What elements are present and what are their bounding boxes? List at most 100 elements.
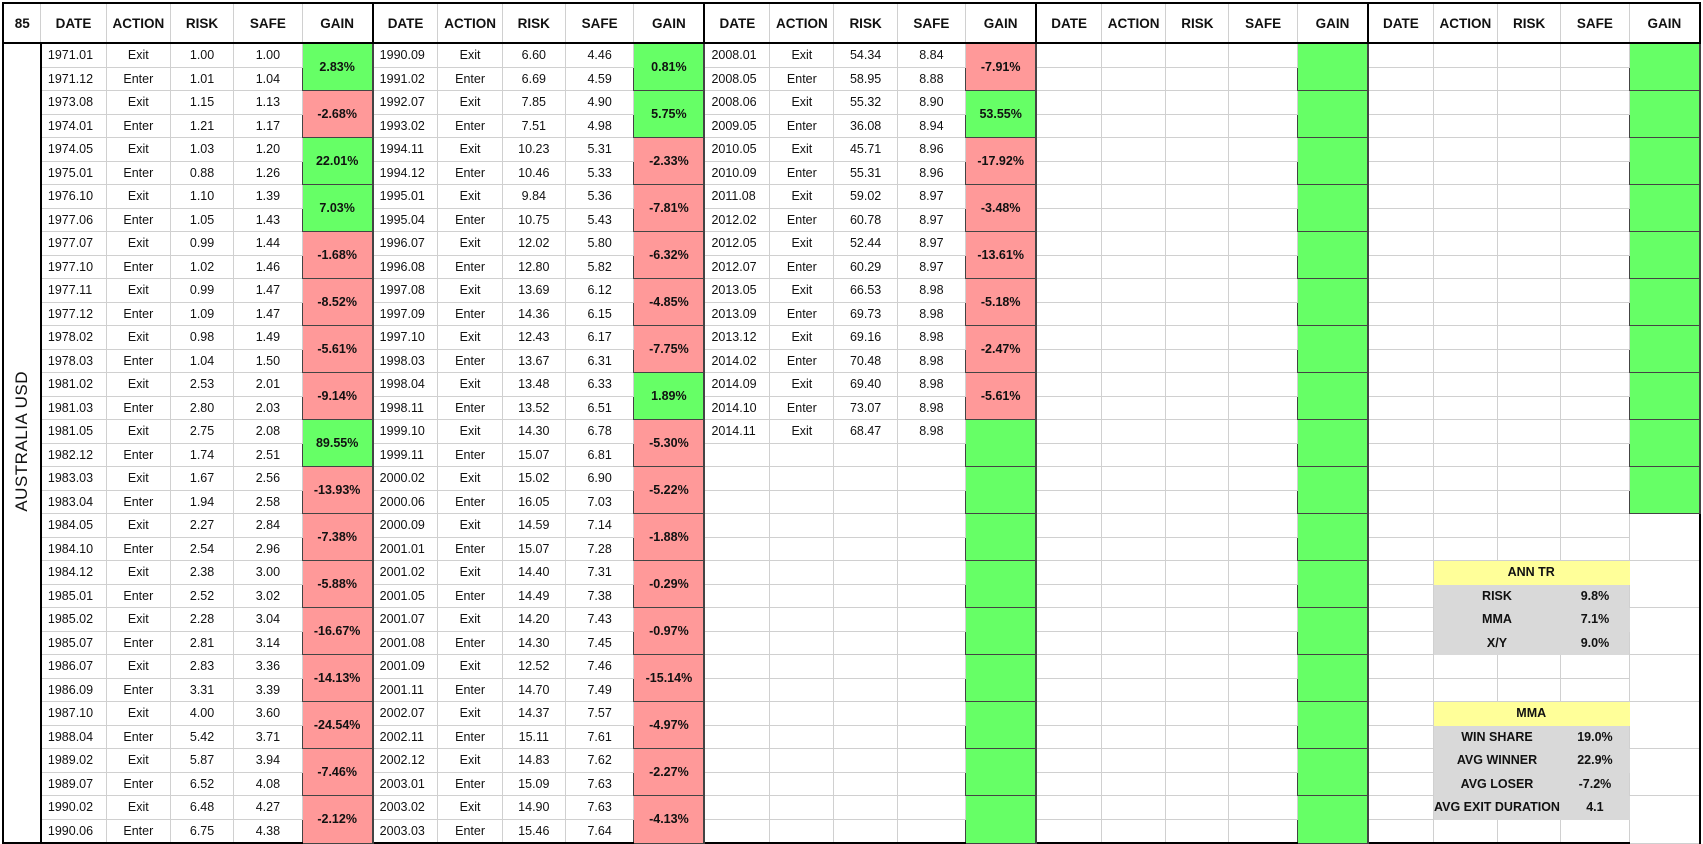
risk-cell: 58.95 (833, 66, 898, 91)
date-cell (1367, 254, 1434, 279)
date-cell: 2010.05 (703, 137, 771, 162)
risk-cell: 13.52 (501, 395, 566, 420)
gain-cell (1628, 90, 1701, 138)
risk-cell: 12.02 (501, 231, 566, 256)
action-cell: Exit (437, 701, 503, 726)
date-cell: 2003.01 (372, 771, 439, 796)
risk-cell: 14.30 (501, 630, 566, 655)
action-cell (769, 630, 835, 655)
table-row: 1989.07 Enter 6.52 4.08 2003.01 Enter 15.09 7.6… (3, 771, 1700, 796)
date-cell: 1999.10 (372, 419, 439, 444)
date-cell: 1990.02 (40, 795, 107, 820)
safe-cell (896, 583, 967, 608)
date-cell (1367, 42, 1434, 68)
date-cell: 1991.02 (372, 66, 439, 91)
safe-cell: 7.14 (564, 513, 635, 538)
safe-cell (1560, 66, 1630, 91)
risk-cell: 6.52 (169, 771, 235, 796)
risk-cell (1165, 701, 1230, 726)
risk-cell (1497, 677, 1562, 702)
safe-cell (1560, 301, 1630, 326)
risk-cell (1497, 42, 1562, 68)
safe-cell (1228, 278, 1298, 303)
date-cell: 1978.02 (40, 325, 107, 350)
risk-cell: 5.42 (169, 724, 235, 749)
gain-cell: -5.22% (633, 466, 706, 514)
action-cell: Exit (437, 325, 503, 350)
risk-cell (1165, 160, 1230, 185)
safe-cell: 6.17 (564, 325, 635, 350)
safe-cell: 7.46 (564, 654, 635, 679)
gain-cell: -6.32% (633, 231, 706, 279)
safe-cell: 3.60 (233, 701, 303, 726)
gain-cell: -4.13% (633, 795, 706, 844)
safe-cell: 2.51 (233, 442, 303, 467)
table-row: 1974.05 Exit 1.03 1.20 22.01% 1994.11 Exit 10.2… (3, 137, 1701, 185)
action-cell (1100, 66, 1167, 91)
empty-cell (1367, 583, 1434, 608)
gain-cell (965, 466, 1038, 514)
table-row: 1981.05 Exit 2.75 2.08 89.55% 1999.10 Exit 14.3… (3, 419, 1701, 467)
action-cell (1100, 207, 1167, 232)
date-cell (703, 630, 771, 655)
risk-cell: 60.78 (833, 207, 898, 232)
safe-cell (1228, 42, 1298, 68)
safe-cell (896, 489, 967, 514)
safe-cell (896, 818, 967, 844)
action-cell (769, 701, 835, 726)
risk-cell: 69.73 (833, 301, 898, 326)
date-cell (703, 513, 771, 538)
risk-cell: 69.40 (833, 372, 898, 397)
action-cell (1100, 654, 1167, 679)
safe-cell (1228, 254, 1298, 279)
risk-cell (1165, 677, 1230, 702)
risk-cell (1165, 583, 1230, 608)
safe-cell: 3.14 (233, 630, 303, 655)
action-cell (769, 489, 835, 514)
action-cell: Enter (437, 160, 503, 185)
risk-cell: 0.99 (169, 231, 235, 256)
table-row: 1977.11 Exit 0.99 1.47 -8.52% 1997.08 Exit 13.6… (3, 278, 1701, 326)
safe-cell: 5.80 (564, 231, 635, 256)
safe-cell: 2.01 (233, 372, 303, 397)
date-cell: 2003.02 (372, 795, 439, 820)
safe-cell (1560, 137, 1630, 162)
safe-cell: 8.97 (896, 254, 967, 279)
safe-cell: 1.00 (233, 42, 303, 68)
date-cell: 1977.12 (40, 301, 107, 326)
risk-cell: 1.74 (169, 442, 235, 467)
column-header-action: ACTION (769, 2, 835, 44)
action-cell (769, 442, 835, 467)
action-cell: Enter (105, 113, 171, 138)
action-cell: Enter (105, 442, 171, 467)
risk-cell (833, 701, 898, 726)
risk-cell (1165, 207, 1230, 232)
gain-cell (1296, 466, 1369, 514)
risk-cell: 16.05 (501, 489, 566, 514)
action-cell (769, 466, 835, 491)
safe-cell (896, 748, 967, 773)
risk-cell: 60.29 (833, 254, 898, 279)
risk-cell: 0.99 (169, 278, 235, 303)
date-cell (1367, 348, 1434, 373)
action-cell: Enter (769, 160, 835, 185)
action-cell: Enter (769, 301, 835, 326)
date-cell (703, 466, 771, 491)
column-header-safe: SAFE (564, 2, 635, 44)
risk-cell: 15.46 (501, 818, 566, 844)
action-cell (1432, 301, 1499, 326)
date-cell: 2000.06 (372, 489, 439, 514)
gain-cell (1628, 137, 1701, 185)
gain-cell: 89.55% (301, 419, 374, 467)
gain-cell: 5.75% (633, 90, 706, 138)
table-row: 1978.02 Exit 0.98 1.49 -5.61% 1997.10 Exit 12.4… (3, 325, 1701, 373)
date-cell: 2001.08 (372, 630, 439, 655)
gain-cell (1296, 42, 1369, 91)
gain-cell: -5.61% (965, 372, 1038, 420)
risk-cell: 2.52 (169, 583, 235, 608)
action-cell (1100, 278, 1167, 303)
safe-cell (1560, 207, 1630, 232)
action-cell (1100, 42, 1167, 68)
safe-cell (1560, 113, 1630, 138)
safe-cell: 7.63 (564, 771, 635, 796)
